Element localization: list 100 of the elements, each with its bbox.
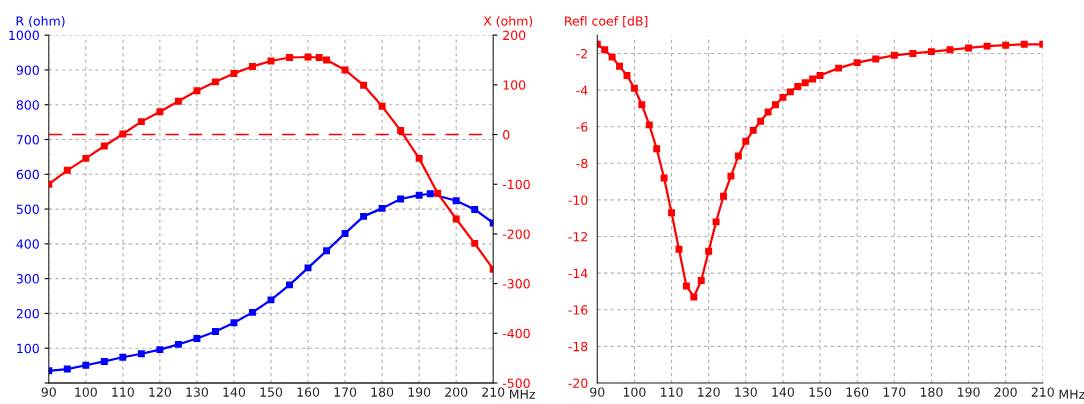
point — [156, 108, 164, 116]
x-axis-title: MHz — [510, 389, 535, 399]
x-axis-title: MHz — [1059, 389, 1084, 399]
point — [668, 209, 676, 217]
x-tick-label: 130 — [186, 387, 209, 397]
point — [471, 239, 479, 247]
x-tick-label: 210 — [482, 387, 505, 397]
point — [653, 145, 661, 153]
x-tick-label: 150 — [260, 387, 283, 397]
y-tick-label: -10 — [568, 195, 588, 205]
point — [809, 75, 817, 83]
y2-tick-label: -200 — [502, 229, 530, 239]
point — [705, 247, 713, 255]
point — [638, 101, 646, 109]
point — [616, 62, 624, 70]
y-tick-label: 1000 — [9, 30, 39, 41]
point — [608, 53, 616, 61]
point — [193, 87, 201, 95]
point — [304, 264, 312, 272]
x-tick-label: 170 — [334, 387, 357, 397]
x-tick-label: 120 — [698, 387, 720, 397]
y2-tick-label: 100 — [503, 80, 526, 90]
y-tick-label: -6 — [576, 122, 588, 132]
y-tick-label: -8 — [576, 158, 588, 169]
point — [757, 117, 765, 125]
point — [415, 191, 423, 199]
point — [174, 340, 182, 348]
point — [82, 361, 90, 369]
point — [794, 82, 802, 90]
y-tick-label: -12 — [568, 232, 587, 242]
x-tick-label: 180 — [920, 387, 943, 397]
point — [742, 137, 750, 145]
point — [426, 190, 434, 198]
point — [100, 142, 108, 150]
point — [660, 174, 668, 182]
point — [315, 54, 323, 61]
y-tick-label: -14 — [568, 268, 588, 278]
point — [764, 108, 772, 116]
point — [211, 328, 219, 335]
point — [137, 350, 145, 358]
point — [397, 127, 405, 135]
point — [230, 69, 238, 77]
y-tick-label: -16 — [568, 305, 588, 315]
point — [682, 282, 690, 290]
x-tick-label: 210 — [1031, 387, 1054, 397]
point — [230, 319, 238, 327]
x-tick-label: 140 — [772, 387, 795, 397]
point — [63, 166, 71, 174]
x-tick-label: 130 — [735, 387, 757, 397]
x-tick-label: 170 — [883, 387, 906, 397]
point — [872, 55, 880, 63]
point — [835, 64, 843, 72]
x-tick-label: 160 — [297, 387, 320, 397]
x-tick-label: 120 — [149, 387, 171, 397]
y-tick-label: -20 — [568, 378, 588, 388]
y-tick-label: -18 — [568, 341, 588, 352]
point — [727, 172, 735, 180]
point — [890, 51, 898, 59]
point — [137, 118, 145, 126]
point — [249, 62, 256, 70]
point — [720, 192, 727, 200]
y-tick-label: 500 — [16, 204, 39, 214]
point — [816, 71, 824, 79]
point — [249, 308, 256, 316]
point — [675, 245, 683, 253]
y2-tick-label: -300 — [502, 279, 530, 289]
point — [341, 66, 349, 74]
x-tick-label: 200 — [445, 387, 468, 397]
y-tick-label: -4 — [576, 85, 588, 95]
y-tick-label: 300 — [16, 274, 39, 284]
x-tick-label: 140 — [223, 387, 246, 397]
point — [909, 49, 917, 57]
point — [853, 59, 861, 67]
point — [323, 247, 331, 255]
point — [100, 357, 108, 365]
y-tick-label: 100 — [17, 343, 39, 354]
point — [378, 102, 386, 110]
point — [286, 281, 293, 289]
point — [434, 189, 442, 197]
y-tick-label: -2 — [576, 48, 588, 59]
x-tick-label: 110 — [660, 387, 683, 397]
point — [341, 229, 349, 237]
y2-tick-label: -500 — [502, 378, 530, 388]
y-tick-label: 900 — [16, 65, 39, 75]
point — [360, 212, 368, 220]
point — [174, 97, 182, 105]
point — [193, 335, 201, 342]
y2-tick-label: 0 — [503, 130, 510, 140]
y2-axis-title: X (ohm) — [483, 16, 533, 28]
point — [211, 78, 219, 86]
x-tick-label: 90 — [590, 387, 605, 397]
y-tick-label: 400 — [16, 239, 39, 249]
point — [119, 353, 127, 361]
y-tick-label: 700 — [16, 134, 39, 145]
y-tick-label: 200 — [16, 308, 39, 319]
point — [1002, 41, 1010, 49]
point — [786, 88, 794, 96]
y2-tick-label: -400 — [502, 328, 530, 339]
y-tick-label: 600 — [16, 169, 39, 180]
point — [697, 277, 705, 284]
